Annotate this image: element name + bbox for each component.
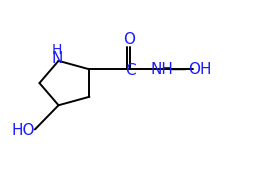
Text: N: N [52,51,63,66]
Text: C: C [125,63,135,78]
Text: HO: HO [11,123,35,138]
Text: OH: OH [188,62,212,77]
Text: NH: NH [150,62,173,77]
Text: H: H [52,43,62,57]
Text: —: — [170,62,185,77]
Text: O: O [123,32,135,47]
